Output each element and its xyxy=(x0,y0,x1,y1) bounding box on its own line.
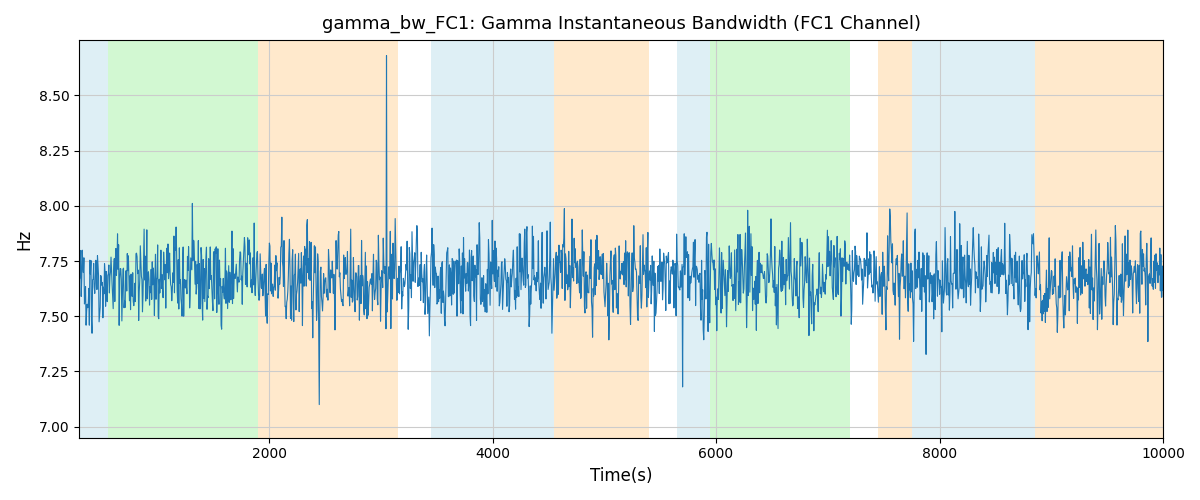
Bar xyxy=(710,40,850,438)
Bar xyxy=(912,40,1034,438)
Y-axis label: Hz: Hz xyxy=(14,228,32,250)
Bar xyxy=(1034,40,1163,438)
Bar xyxy=(79,40,108,438)
Bar xyxy=(258,40,397,438)
Bar xyxy=(878,40,912,438)
Bar xyxy=(554,40,649,438)
Bar xyxy=(677,40,710,438)
Title: gamma_bw_FC1: Gamma Instantaneous Bandwidth (FC1 Channel): gamma_bw_FC1: Gamma Instantaneous Bandwi… xyxy=(322,15,920,34)
Bar xyxy=(431,40,554,438)
X-axis label: Time(s): Time(s) xyxy=(589,467,653,485)
Bar xyxy=(108,40,258,438)
